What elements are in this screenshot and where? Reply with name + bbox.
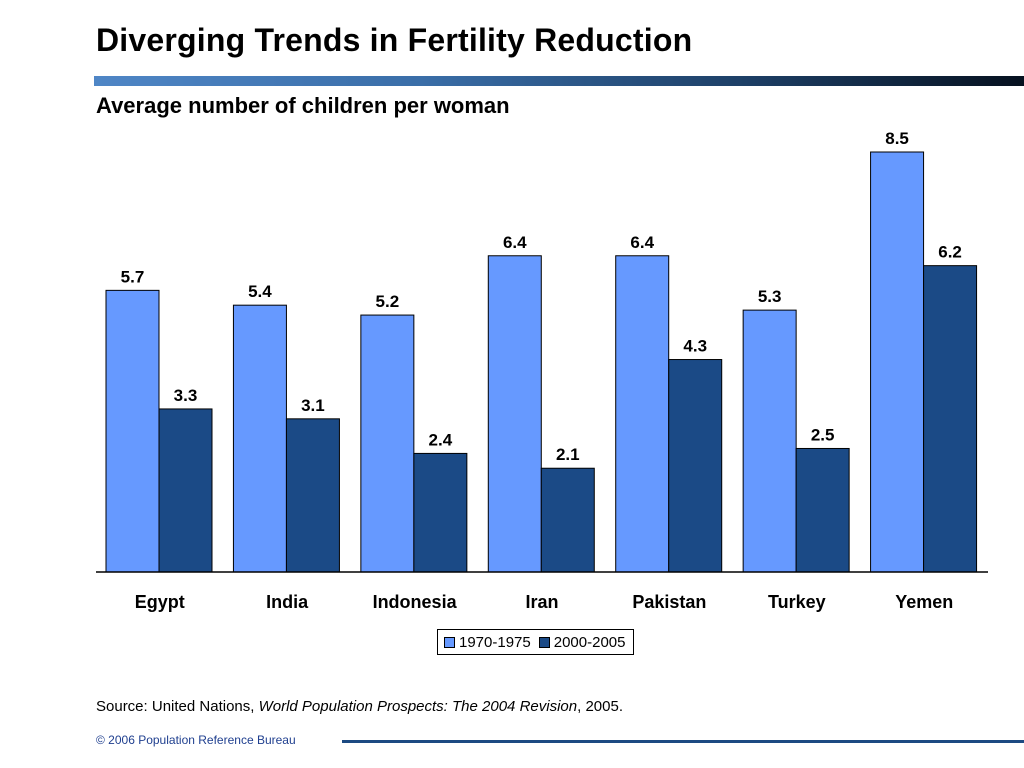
category-label-iran: Iran <box>525 592 558 612</box>
legend-swatch-2000-2005 <box>538 636 550 648</box>
legend-label-2000-2005: 2000-2005 <box>553 633 626 651</box>
data-label-yemen-1970-1975: 8.5 <box>885 129 909 148</box>
bar-indonesia-2000-2005 <box>413 452 468 573</box>
bar-yemen-2000-2005 <box>923 265 978 573</box>
data-label-iran-1970-1975: 6.4 <box>503 233 527 252</box>
source-publication: World Population Prospects: The 2004 Rev… <box>258 698 578 715</box>
data-label-indonesia-1970-1975: 5.2 <box>376 292 400 311</box>
data-label-turkey-2000-2005: 2.5 <box>811 425 835 444</box>
chart-legend: 1970-1975 2000-2005 <box>437 629 635 655</box>
data-label-india-1970-1975: 5.4 <box>248 282 272 301</box>
data-label-pakistan-1970-1975: 6.4 <box>630 233 654 252</box>
bar-india-1970-1975 <box>232 304 287 573</box>
legend-swatch-1970-1975 <box>444 636 455 648</box>
bar-iran-2000-2005 <box>540 467 595 573</box>
footer-divider <box>342 740 1024 743</box>
bar-turkey-1970-1975 <box>742 309 797 573</box>
source-prefix: Source: United Nations, <box>96 698 259 715</box>
category-label-turkey: Turkey <box>768 592 826 612</box>
category-label-india: India <box>266 592 309 612</box>
category-label-indonesia: Indonesia <box>373 592 458 612</box>
data-label-indonesia-2000-2005: 2.4 <box>429 430 453 449</box>
data-label-turkey-1970-1975: 5.3 <box>758 287 782 306</box>
data-label-india-2000-2005: 3.1 <box>301 396 325 415</box>
category-label-yemen: Yemen <box>895 592 953 612</box>
source-suffix: , 2005. <box>577 698 623 715</box>
bar-india-2000-2005 <box>285 418 340 573</box>
bar-iran-1970-1975 <box>487 255 542 573</box>
bar-indonesia-1970-1975 <box>360 314 415 573</box>
data-label-egypt-2000-2005: 3.3 <box>174 386 198 405</box>
bar-turkey-2000-2005 <box>795 447 850 573</box>
category-label-pakistan: Pakistan <box>632 592 706 612</box>
slide-title: Diverging Trends in Fertility Reduction <box>96 22 693 58</box>
bar-yemen-1970-1975 <box>870 151 925 573</box>
chart-subtitle: Average number of children per woman <box>96 93 510 118</box>
bar-pakistan-2000-2005 <box>668 359 723 573</box>
copyright-footer: © 2006 Population Reference Bureau <box>96 733 296 747</box>
legend-item-2000-2005: 2000-2005 <box>538 633 626 651</box>
data-label-iran-2000-2005: 2.1 <box>556 445 580 464</box>
data-label-yemen-2000-2005: 6.2 <box>938 243 962 262</box>
legend-label-1970-1975: 1970-1975 <box>459 633 531 651</box>
data-label-egypt-1970-1975: 5.7 <box>121 267 145 286</box>
bar-pakistan-1970-1975 <box>615 255 670 573</box>
data-label-pakistan-2000-2005: 4.3 <box>683 337 707 356</box>
source-note: Source: United Nations, World Population… <box>96 698 623 715</box>
category-label-egypt: Egypt <box>135 592 185 612</box>
bar-egypt-2000-2005 <box>158 408 213 573</box>
legend-item-1970-1975: 1970-1975 <box>444 634 531 651</box>
title-divider <box>94 76 1024 86</box>
bar-egypt-1970-1975 <box>105 289 160 573</box>
